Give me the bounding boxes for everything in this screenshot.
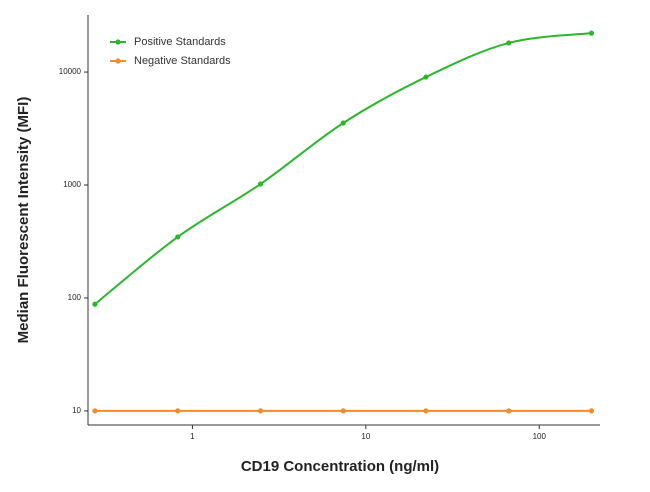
legend-label: Positive Standards bbox=[134, 36, 226, 48]
x-tick-label: 1 bbox=[190, 432, 195, 441]
data-point bbox=[175, 408, 181, 414]
legend-marker bbox=[115, 39, 121, 45]
data-point bbox=[506, 40, 512, 46]
y-axis-title: Median Fluorescent Intensity (MFI) bbox=[15, 97, 32, 344]
data-point bbox=[340, 408, 346, 414]
y-tick-label: 10 bbox=[72, 406, 81, 415]
y-tick-label: 100 bbox=[68, 293, 82, 302]
data-point bbox=[423, 74, 429, 80]
data-point bbox=[506, 408, 512, 414]
legend-label: Negative Standards bbox=[134, 55, 231, 67]
data-point bbox=[257, 181, 264, 187]
x-tick-label: 100 bbox=[533, 432, 547, 441]
data-point bbox=[423, 408, 429, 414]
data-point bbox=[175, 234, 181, 240]
data-point bbox=[92, 301, 98, 307]
x-tick-label: 10 bbox=[361, 432, 370, 441]
data-point bbox=[588, 408, 595, 414]
data-point bbox=[257, 408, 264, 414]
series-line bbox=[94, 32, 592, 305]
x-axis-title: CD19 Concentration (ng/ml) bbox=[241, 458, 439, 475]
data-point bbox=[588, 30, 595, 36]
data-point bbox=[340, 120, 346, 126]
y-tick-label: 10000 bbox=[59, 67, 82, 76]
data-point bbox=[92, 408, 98, 414]
y-tick-label: 1000 bbox=[63, 180, 81, 189]
legend-marker bbox=[115, 58, 121, 64]
